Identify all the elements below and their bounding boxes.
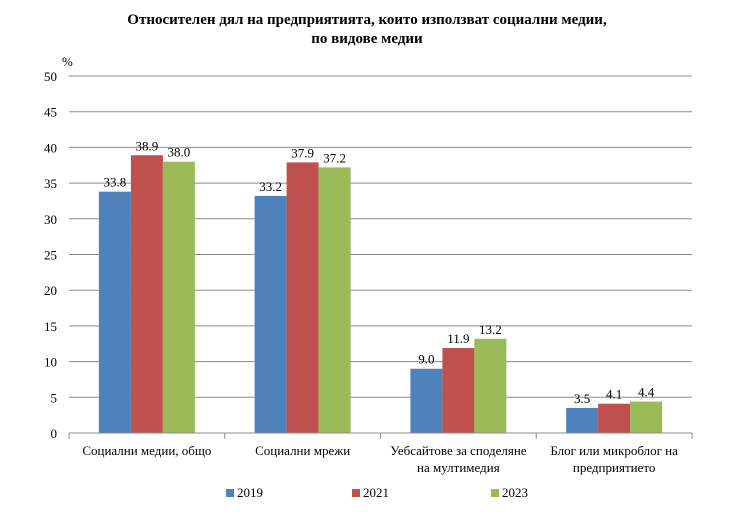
data-label: 13.2 bbox=[479, 322, 502, 337]
y-axis-ticks: 0 5 10 15 20 25 30 35 40 45 50 bbox=[44, 69, 57, 441]
bar-2019-cat0 bbox=[98, 191, 131, 433]
bars bbox=[98, 155, 663, 434]
y-tick-label: 25 bbox=[44, 248, 57, 263]
bar-2023-cat0 bbox=[162, 161, 195, 433]
y-axis-unit-label: % bbox=[62, 54, 73, 69]
data-label: 3.5 bbox=[574, 391, 590, 406]
x-category-label: предприятието bbox=[573, 460, 655, 475]
x-category-label: Социални мрежи bbox=[255, 443, 350, 458]
legend-swatch-2019 bbox=[226, 489, 234, 497]
legend-label: 2023 bbox=[502, 485, 528, 500]
y-tick-label: 35 bbox=[44, 176, 57, 191]
data-label: 4.4 bbox=[638, 385, 655, 400]
y-tick-label: 20 bbox=[44, 283, 57, 298]
bar-2021-cat3 bbox=[598, 403, 631, 433]
data-label: 38.0 bbox=[168, 145, 191, 160]
bar-2023-cat2 bbox=[474, 338, 507, 433]
chart-title-line2: по видове медии bbox=[311, 31, 423, 47]
bar-2021-cat2 bbox=[442, 348, 475, 433]
legend-label: 2021 bbox=[363, 485, 389, 500]
data-label: 37.9 bbox=[291, 145, 314, 160]
data-label: 11.9 bbox=[447, 331, 469, 346]
x-category-label: Социални медии, общо bbox=[82, 443, 211, 458]
y-tick-label: 5 bbox=[51, 390, 58, 405]
legend-swatch-2021 bbox=[352, 489, 360, 497]
y-tick-label: 40 bbox=[44, 140, 57, 155]
bar-2019-cat3 bbox=[566, 408, 599, 433]
x-category-label: Блог или микроблог на bbox=[550, 443, 678, 458]
data-label: 4.1 bbox=[606, 387, 622, 402]
bar-2023-cat1 bbox=[318, 167, 351, 433]
y-tick-label: 30 bbox=[44, 212, 57, 227]
bar-2021-cat1 bbox=[286, 162, 319, 434]
x-category-label: Уебсайтове за споделяне bbox=[390, 443, 527, 458]
y-tick-label: 0 bbox=[51, 426, 58, 441]
data-label: 37.2 bbox=[323, 150, 346, 165]
y-tick-label: 10 bbox=[44, 355, 57, 370]
y-tick-label: 45 bbox=[44, 105, 57, 120]
legend-label: 2019 bbox=[237, 485, 263, 500]
data-label: 33.2 bbox=[259, 179, 282, 194]
data-label: 9.0 bbox=[418, 352, 434, 367]
bar-2019-cat1 bbox=[254, 195, 287, 433]
data-labels: 33.8 38.9 38.0 33.2 37.9 37.2 9.0 11.9 13.2 3.5 4.… bbox=[104, 138, 655, 406]
chart-title-line1: Относителен дял на предприятията, които … bbox=[127, 12, 607, 28]
y-tick-label: 15 bbox=[44, 319, 57, 334]
bar-2019-cat2 bbox=[410, 368, 443, 433]
data-label: 38.9 bbox=[136, 138, 159, 153]
x-category-label: на мултимедия bbox=[417, 460, 500, 475]
legend: 2019 2021 2023 bbox=[226, 485, 528, 500]
bar-2023-cat3 bbox=[630, 401, 663, 433]
legend-swatch-2023 bbox=[491, 489, 499, 497]
x-axis-categories: Социални медии, общо Социални мрежи Уебсай… bbox=[82, 443, 678, 475]
y-tick-label: 50 bbox=[44, 69, 57, 84]
bar-2021-cat0 bbox=[130, 155, 163, 433]
data-label: 33.8 bbox=[104, 175, 127, 190]
